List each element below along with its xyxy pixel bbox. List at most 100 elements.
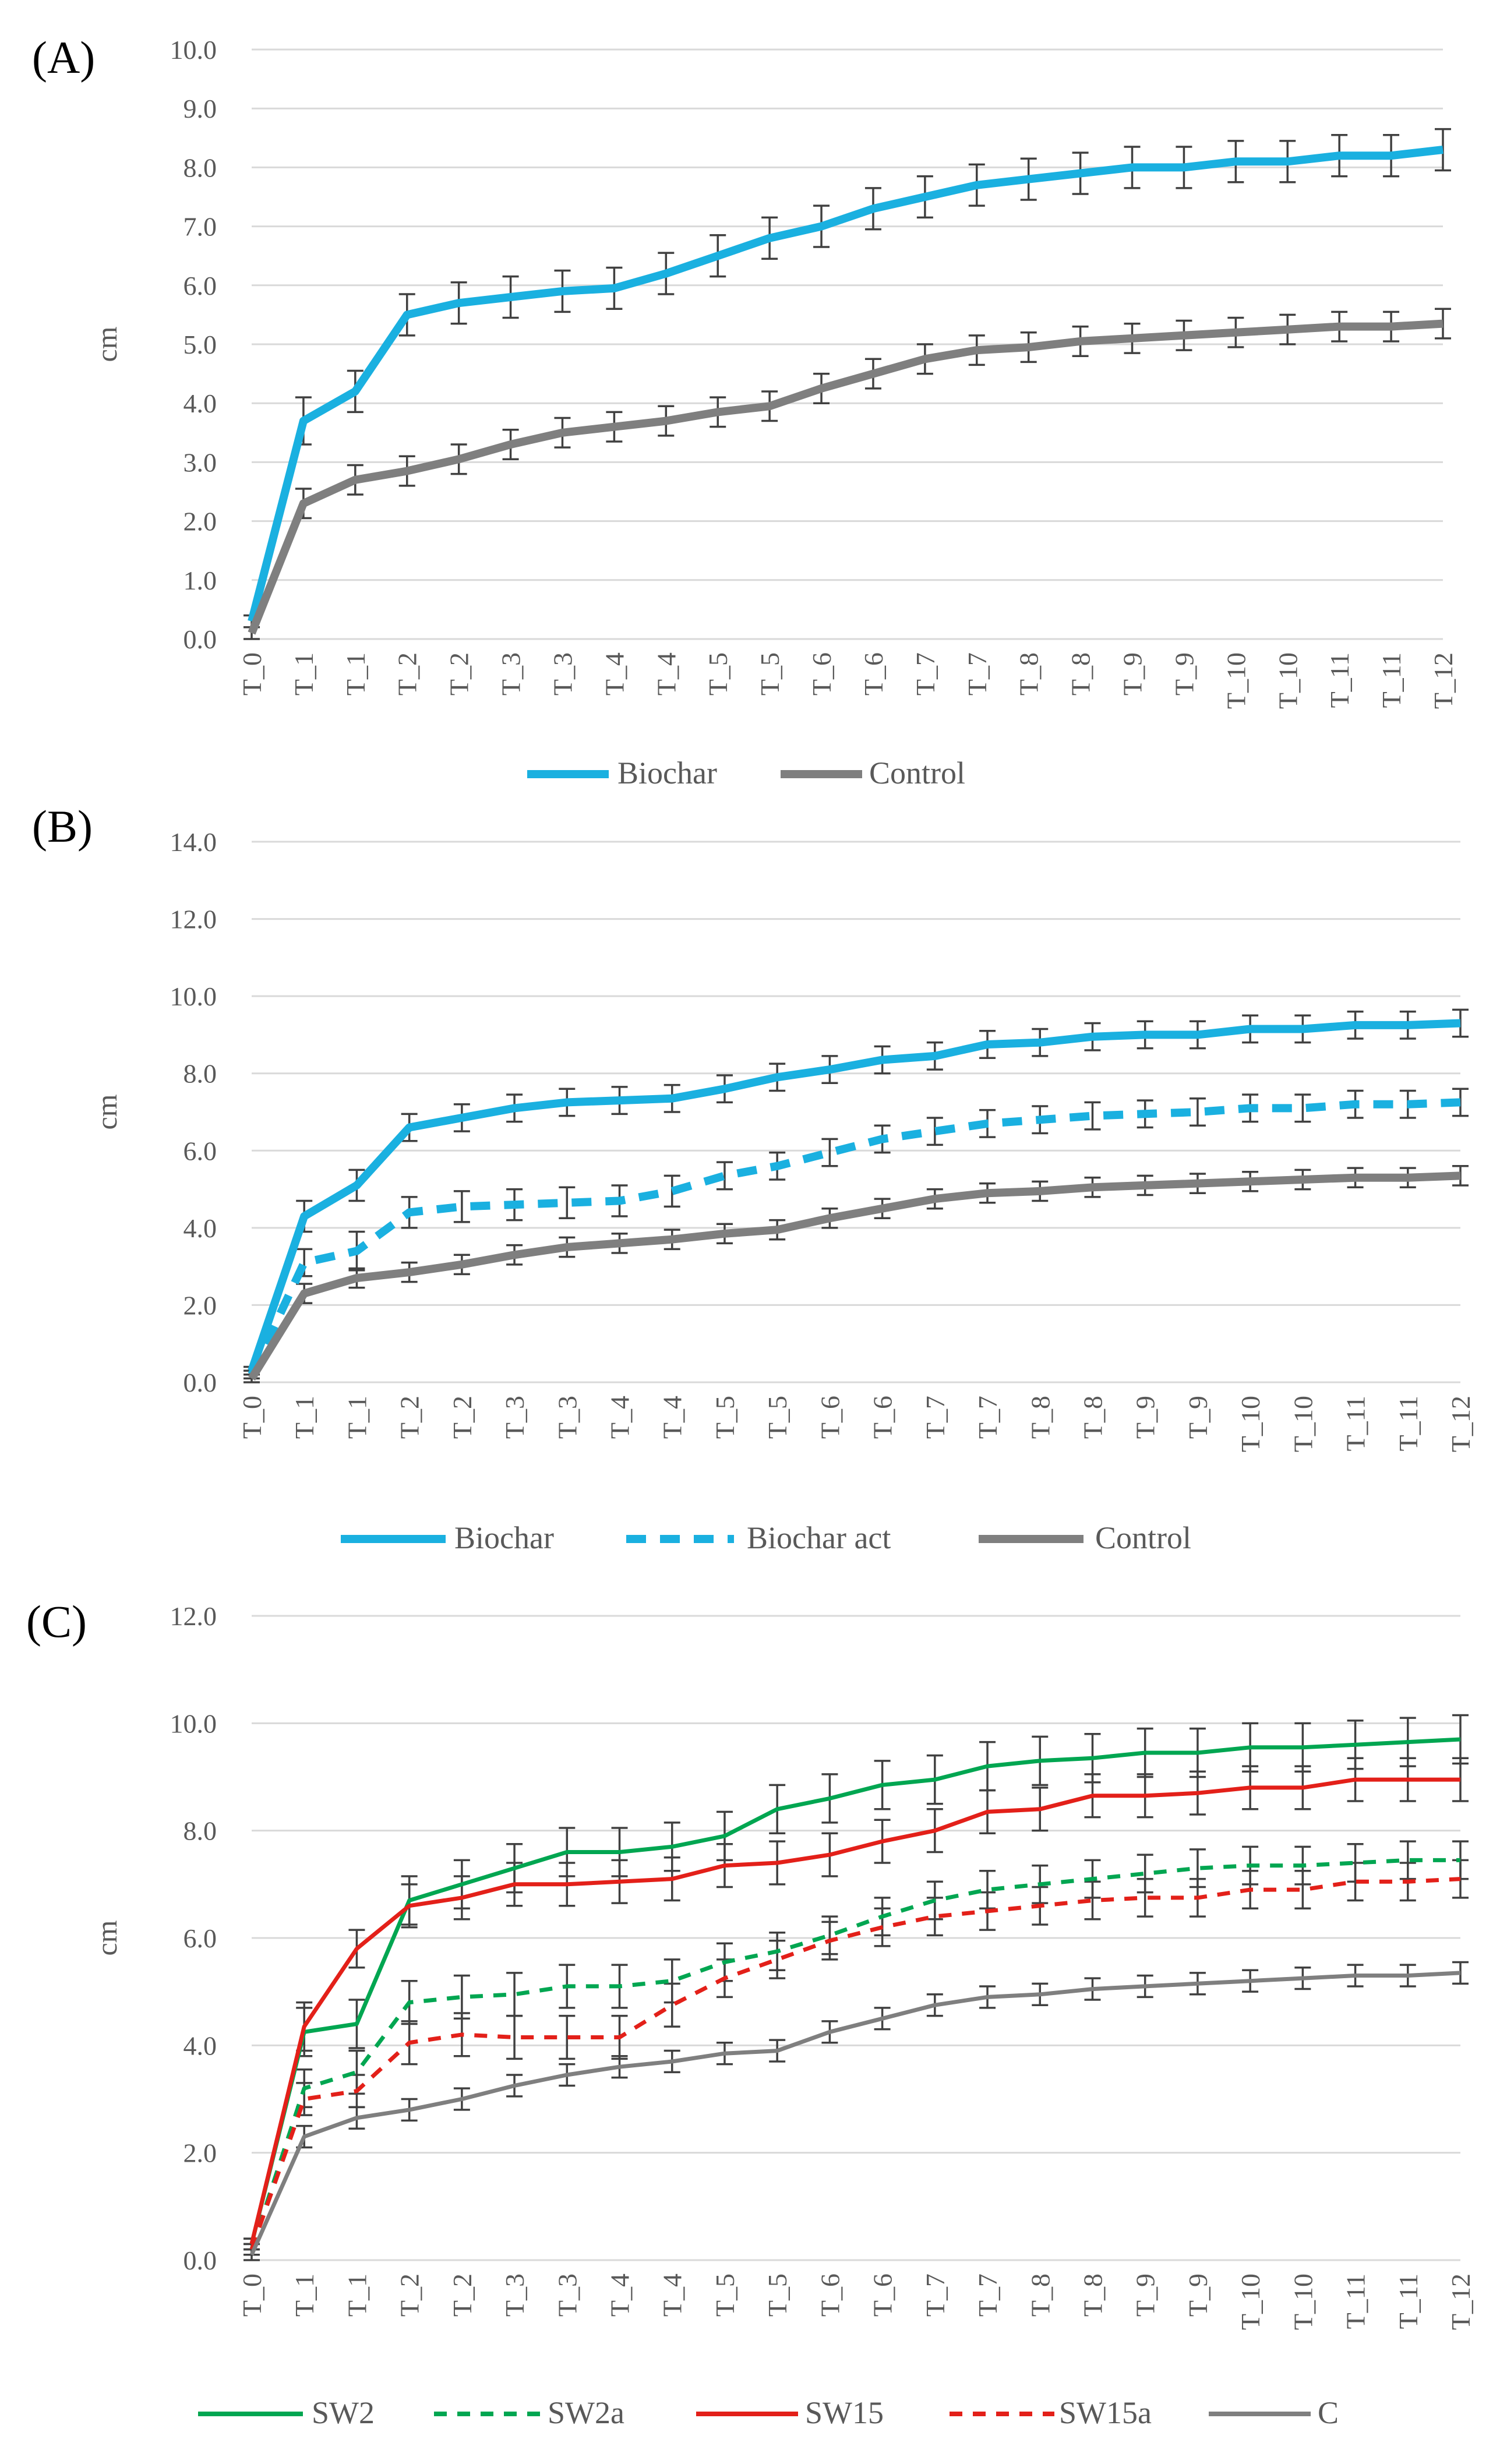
chart3-ylabel: cm xyxy=(90,1920,123,1955)
chart1-ytick-label: 9.0 xyxy=(183,94,217,123)
chart1-ytick-label: 5.0 xyxy=(183,330,217,359)
chart3-xtick-label: T_8 xyxy=(1078,2274,1107,2317)
chart2-series-biochar-act-errorbar xyxy=(926,1117,943,1146)
chart3-xtick-label: T_6 xyxy=(815,2274,845,2317)
chart1-series-control xyxy=(243,308,1451,640)
chart3-legend-label-sw15a: SW15a xyxy=(1059,2395,1152,2430)
chart3-series-sw2-line xyxy=(249,1737,1461,2245)
chart1-xtick-label: T_7 xyxy=(910,652,940,696)
chart3-xtick-label: T_11 xyxy=(1341,2274,1371,2329)
chart1-ytick-label: 4.0 xyxy=(183,389,217,418)
chart3-xtick-label: T_11 xyxy=(1393,2274,1423,2329)
chart2-series-biochar-act-errorbar xyxy=(716,1161,733,1191)
chart1-ytick-label: 0.0 xyxy=(183,624,217,654)
chart2-legend-label-control: Control xyxy=(1095,1520,1191,1555)
chart3-legend-label-sw2: SW2 xyxy=(312,2395,375,2430)
chart2-ytick-label: 2.0 xyxy=(183,1290,217,1320)
chart3-xtick-label: T_10 xyxy=(1288,2274,1318,2330)
chart1-xtick-label: T_12 xyxy=(1428,652,1458,709)
chart3-series-sw15 xyxy=(243,1757,1469,2251)
chart3-xtick-label: T_10 xyxy=(1236,2274,1265,2330)
chart2-xtick-label: T_5 xyxy=(763,1396,792,1439)
chart1-ytick-label: 10.0 xyxy=(170,35,217,65)
chart1-xtick-label: T_8 xyxy=(1014,652,1044,696)
chart3-xtick-label: T_0 xyxy=(237,2274,267,2317)
chart1-xtick-label: T_3 xyxy=(496,652,526,696)
chart3-xtick-label: T_4 xyxy=(605,2274,635,2317)
chart2-xtick-label: T_7 xyxy=(920,1396,950,1439)
chart1-series-biochar-line xyxy=(248,146,1444,623)
chart3-series-sw15a-errorbar xyxy=(1137,1877,1153,1918)
chart3-series-sw15a-errorbar xyxy=(663,1982,680,2028)
chart1-xtick-label: T_1 xyxy=(341,652,370,696)
chart1-series-control-errorbar xyxy=(1435,308,1451,340)
chart1-xtick-label: T_5 xyxy=(755,652,785,696)
chart3-ytick-label: 12.0 xyxy=(170,1601,217,1631)
chart1-ytick-label: 1.0 xyxy=(183,566,217,595)
chart3-xtick-label: T_7 xyxy=(920,2274,950,2317)
chart3-group: (C) 0.0 2.0 4.0 6.0 8.0 10.0 12.0 cm T_0 T_1 T_1 T_2… xyxy=(26,1596,1476,2430)
chart2-xtick-label: T_2 xyxy=(395,1396,425,1439)
chart3-series-sw15a-errorbar xyxy=(559,2014,576,2060)
chart3-xtick-label: T_6 xyxy=(868,2274,898,2317)
chart2-ytick-label: 14.0 xyxy=(170,827,217,857)
chart2-series-biochar-act-errorbar xyxy=(559,1186,576,1220)
chart3-xtick-label: T_1 xyxy=(290,2274,319,2317)
chart2-ytick-label: 8.0 xyxy=(183,1059,217,1089)
chart1-xtick-label: T_6 xyxy=(859,652,888,696)
chart3-panel-label: (C) xyxy=(26,1596,87,1647)
chart3-ytick-label: 6.0 xyxy=(183,1923,217,1953)
chart3-series-sw15a-errorbar xyxy=(926,1897,943,1937)
chart2-xtick-label: T_6 xyxy=(868,1396,898,1439)
chart3-series-c xyxy=(243,1961,1469,2261)
chart2-ylabel: cm xyxy=(90,1094,123,1129)
chart3-series-sw15a-line xyxy=(249,1877,1461,2250)
chart1-xtick-label: T_5 xyxy=(703,652,733,696)
chart2-series-biochar-act-errorbar xyxy=(821,1138,838,1167)
chart1-xtick-label: T_2 xyxy=(393,652,422,696)
chart2-xtick-label: T_9 xyxy=(1131,1396,1160,1439)
chart3-series-sw15a-errorbar xyxy=(506,2014,523,2060)
chart3-xtick-label: T_2 xyxy=(447,2274,477,2317)
chart1-xtick-label: T_9 xyxy=(1169,652,1199,696)
chart3-xtick-label: T_8 xyxy=(1025,2274,1055,2317)
chart3-xtick-label: T_1 xyxy=(342,2274,372,2317)
chart2-series-biochar-act-errorbar xyxy=(1189,1097,1206,1127)
chart3-series-c-line xyxy=(249,1971,1461,2256)
chart2-xtick-label: T_11 xyxy=(1341,1396,1371,1451)
chart3-series-sw15a-errorbar xyxy=(769,1939,786,1979)
chart3-series-sw15a xyxy=(243,1859,1469,2256)
chart2-xtick-label: T_10 xyxy=(1288,1396,1318,1452)
chart2-xtick-label: T_12 xyxy=(1446,1396,1476,1452)
chart2-panel-label: (B) xyxy=(32,801,93,852)
chart1-xtick-label: T_11 xyxy=(1377,652,1406,708)
chart2-series-biochar-act-line xyxy=(248,1098,1461,1376)
chart3-ytick-label: 2.0 xyxy=(183,2138,217,2168)
chart2-xtick-label: T_4 xyxy=(605,1396,635,1439)
chart2-ytick-label: 10.0 xyxy=(170,982,217,1011)
chart2-series-biochar-act-errorbar xyxy=(1084,1101,1101,1131)
chart2-series-biochar-act-errorbar xyxy=(1294,1093,1311,1123)
chart2-series-control-errorbar xyxy=(1452,1165,1469,1187)
chart2-xtick-label: T_11 xyxy=(1393,1396,1423,1451)
chart1-xtick-label: T_1 xyxy=(289,652,319,696)
chart2-xtick-label: T_7 xyxy=(973,1396,1003,1439)
chart2-xtick-label: T_5 xyxy=(710,1396,740,1439)
chart1-xtick-label: T_6 xyxy=(807,652,837,696)
chart3-xtick-label: T_12 xyxy=(1446,2274,1476,2330)
chart2-xtick-label: T_9 xyxy=(1183,1396,1213,1439)
chart2-xtick-label: T_4 xyxy=(658,1396,687,1439)
chart1-ytick-label: 6.0 xyxy=(183,271,217,301)
chart2-xtick-label: T_6 xyxy=(815,1396,845,1439)
chart2-group: (B) 0.0 2.0 4.0 6.0 8.0 10.0 12.0 14.0 cm T_0 T_1 T_… xyxy=(32,801,1476,1555)
chart2-xtick-label: T_10 xyxy=(1236,1396,1265,1452)
chart3-legend-label-c: C xyxy=(1318,2395,1339,2430)
chart2-ytick-label: 0.0 xyxy=(183,1368,217,1397)
chart2-xtick-label: T_8 xyxy=(1078,1396,1107,1439)
chart1-ytick-label: 8.0 xyxy=(183,153,217,182)
chart2-xtick-label: T_2 xyxy=(447,1396,477,1439)
chart2-series-biochar-act xyxy=(243,1088,1469,1380)
chart2-series-control xyxy=(243,1165,1469,1383)
chart2-legend-label-biochar: Biochar xyxy=(454,1520,554,1555)
chart2-series-biochar-line xyxy=(248,1019,1461,1372)
